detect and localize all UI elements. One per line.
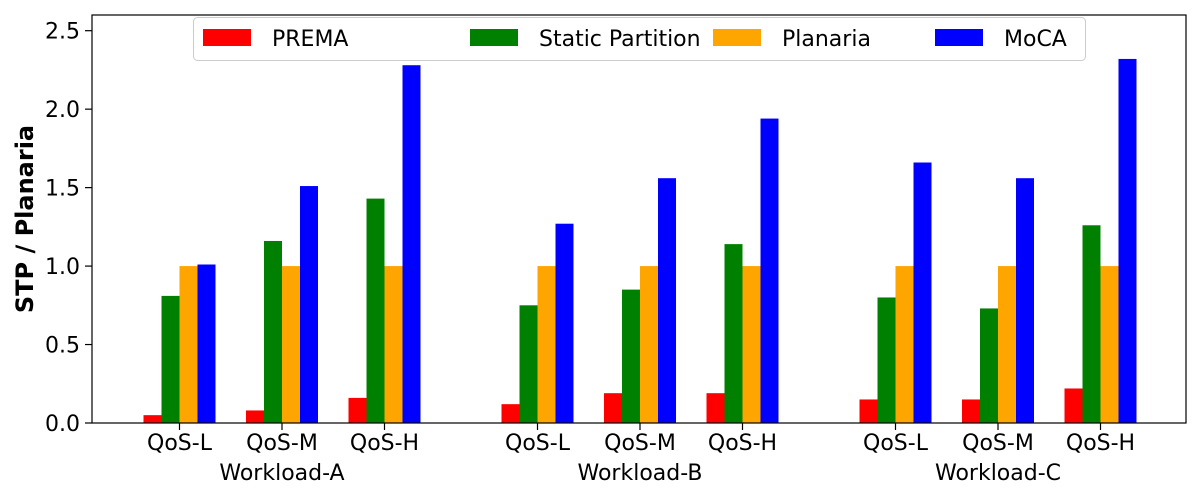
- legend-label: PREMA: [272, 27, 348, 52]
- bar: [1100, 266, 1119, 423]
- bar: [246, 410, 264, 423]
- y-tick-label: 2.5: [45, 20, 80, 45]
- bar: [980, 308, 998, 423]
- x-tick-label: QoS-H: [350, 431, 419, 456]
- bar: [366, 198, 385, 423]
- y-tick-label: 0.5: [45, 334, 80, 359]
- x-tick-label: QoS-L: [863, 431, 929, 456]
- bar: [537, 266, 556, 423]
- legend-box: [193, 17, 1086, 61]
- y-tick-label: 1.0: [45, 255, 80, 280]
- x-tick-label: QoS-M: [604, 431, 676, 456]
- bar: [877, 297, 896, 423]
- bar: [519, 305, 538, 423]
- x-tick-label: QoS-L: [147, 431, 213, 456]
- bar: [143, 415, 162, 423]
- bar: [348, 397, 367, 423]
- group-label: Workload-B: [578, 461, 703, 486]
- bar: [555, 223, 574, 423]
- x-tick-label: QoS-M: [246, 431, 318, 456]
- y-tick-label: 2.0: [45, 98, 80, 123]
- bar: [402, 65, 421, 423]
- bar: [640, 266, 658, 423]
- legend-label: Planaria: [782, 27, 871, 52]
- bar: [724, 244, 743, 423]
- bar: [1016, 178, 1034, 423]
- x-tick-label: QoS-H: [1066, 431, 1135, 456]
- bars-layer: [143, 58, 1137, 424]
- bar: [859, 399, 878, 423]
- bar: [913, 162, 932, 423]
- bar: [760, 118, 779, 424]
- group-label: Workload-C: [935, 461, 1061, 486]
- y-tick-label: 0.0: [45, 412, 80, 437]
- legend-swatch: [935, 29, 983, 46]
- x-tick-label: QoS-L: [505, 431, 571, 456]
- legend-swatch: [203, 29, 251, 46]
- bar: [742, 266, 761, 423]
- bar: [962, 399, 980, 423]
- plot-frame: [91, 14, 1187, 424]
- x-tick-label: QoS-H: [708, 431, 777, 456]
- y-axis-label: STP / Planaria: [11, 125, 39, 313]
- bar: [264, 240, 282, 423]
- bar: [161, 295, 180, 423]
- bar: [501, 404, 520, 423]
- bar: [300, 186, 318, 423]
- bar: [998, 266, 1016, 423]
- bar: [706, 393, 725, 423]
- bar: [197, 264, 216, 423]
- bar: [658, 178, 676, 423]
- legend-swatch: [713, 29, 761, 46]
- bar: [1118, 58, 1137, 423]
- bar: [1082, 225, 1101, 423]
- bar: [622, 289, 640, 423]
- bar: [282, 266, 300, 423]
- y-axis: 0.0 0.5 1.0 1.5 2.0 2.5: [45, 20, 92, 437]
- bar: [384, 266, 403, 423]
- bar: [1064, 388, 1083, 423]
- y-tick-label: 1.5: [45, 177, 80, 202]
- legend: PREMA Static Partition Planaria MoCA: [193, 17, 1086, 61]
- x-tick-label: QoS-M: [962, 431, 1034, 456]
- bar: [604, 393, 622, 423]
- bar: [179, 266, 198, 423]
- group-label: Workload-A: [219, 461, 344, 486]
- legend-label: MoCA: [1004, 27, 1067, 52]
- bar: [895, 266, 914, 423]
- legend-swatch: [470, 29, 518, 46]
- legend-label: Static Partition: [539, 27, 701, 52]
